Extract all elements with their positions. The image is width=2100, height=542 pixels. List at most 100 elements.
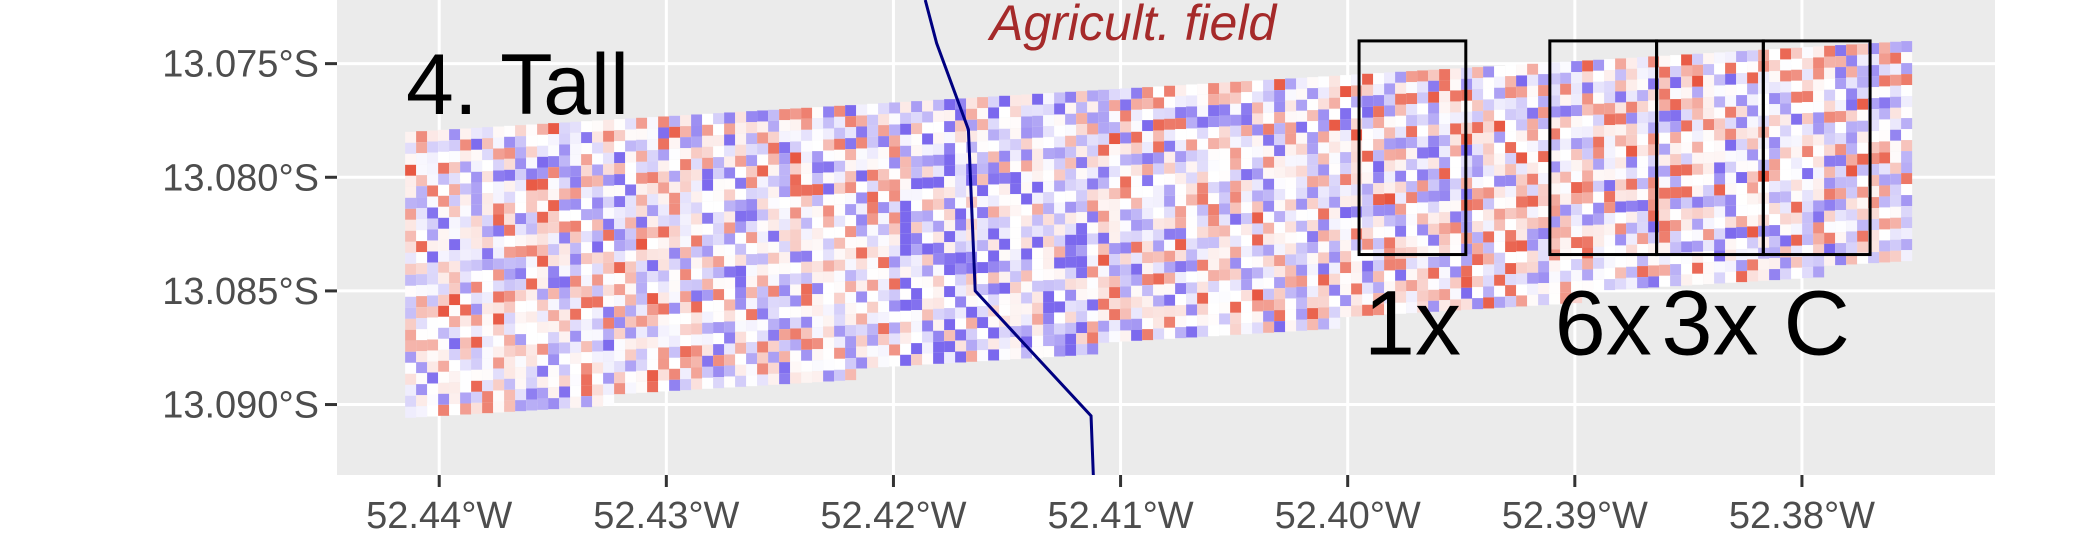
heatmap-cell [889, 201, 901, 213]
heatmap-cell [1219, 280, 1231, 292]
heatmap-cell [1021, 193, 1033, 205]
heatmap-cell [768, 175, 780, 187]
heatmap-cell [1868, 120, 1880, 132]
heatmap-cell [1076, 267, 1088, 279]
heatmap-cell [658, 127, 670, 139]
heatmap-cell [504, 323, 516, 335]
heatmap-cell [779, 164, 791, 176]
heatmap-cell [691, 345, 703, 357]
heatmap-cell [1494, 274, 1506, 286]
heatmap-cell [1890, 63, 1902, 75]
heatmap-cell [1604, 81, 1616, 93]
heatmap-cell [1439, 278, 1451, 290]
heatmap-cell [1692, 273, 1704, 285]
heatmap-cell [1747, 83, 1759, 95]
heatmap-cell [548, 156, 560, 168]
heatmap-cell [1538, 118, 1550, 130]
heatmap-cell [416, 263, 428, 275]
heatmap-cell [1901, 52, 1913, 64]
heatmap-cell [1252, 256, 1264, 268]
heatmap-cell [416, 208, 428, 220]
heatmap-cell [1450, 189, 1462, 201]
heatmap-cell [1197, 281, 1209, 293]
heatmap-cell [1472, 221, 1484, 233]
heatmap-cell [1703, 108, 1715, 120]
heatmap-cell [636, 282, 648, 294]
heatmap-cell [768, 131, 780, 143]
heatmap-cell [1197, 83, 1209, 95]
heatmap-cell [834, 325, 846, 337]
heatmap-cell [1219, 203, 1231, 215]
heatmap-cell [416, 318, 428, 330]
heatmap-cell [1714, 118, 1726, 130]
heatmap-cell [1230, 158, 1242, 170]
heatmap-cell [988, 140, 1000, 152]
heatmap-cell [1846, 231, 1858, 243]
heatmap-cell [1780, 158, 1792, 170]
heatmap-cell [460, 216, 472, 228]
heatmap-cell [1472, 276, 1484, 288]
heatmap-cell [647, 326, 659, 338]
heatmap-cell [1318, 263, 1330, 275]
heatmap-cell [1263, 156, 1275, 168]
heatmap-cell [1483, 99, 1495, 111]
heatmap-cell [889, 212, 901, 224]
heatmap-cell [405, 230, 417, 242]
heatmap-cell [1725, 227, 1737, 239]
heatmap-cell [1505, 241, 1517, 253]
heatmap-cell [1879, 108, 1891, 120]
heatmap-cell [746, 155, 758, 167]
heatmap-cell [493, 357, 505, 369]
heatmap-cell [1252, 168, 1264, 180]
heatmap-cell [724, 156, 736, 168]
heatmap-cell [1670, 154, 1682, 166]
heatmap-cell [724, 244, 736, 256]
heatmap-cell [1604, 59, 1616, 71]
heatmap-cell [1769, 115, 1781, 127]
heatmap-cell [1219, 159, 1231, 171]
heatmap-cell [1175, 228, 1187, 240]
heatmap-cell [636, 205, 648, 217]
heatmap-cell [1307, 209, 1319, 221]
heatmap-cell [1868, 65, 1880, 77]
heatmap-cell [482, 303, 494, 315]
heatmap-cell [405, 252, 417, 264]
heatmap-cell [1219, 247, 1231, 259]
heatmap-cell [1406, 214, 1418, 226]
heatmap-cell [1549, 238, 1561, 250]
heatmap-cell [1604, 180, 1616, 192]
heatmap-cell [1802, 201, 1814, 213]
heatmap-cell [1285, 199, 1297, 211]
heatmap-cell [1450, 299, 1462, 311]
heatmap-cell [1692, 163, 1704, 175]
heatmap-cell [867, 136, 879, 148]
treatment-box-C [1761, 39, 1872, 257]
heatmap-cell [1428, 179, 1440, 191]
heatmap-cell [581, 363, 593, 375]
heatmap-cell [779, 120, 791, 132]
heatmap-cell [1901, 173, 1913, 185]
heatmap-cell [691, 257, 703, 269]
heatmap-cell [724, 112, 736, 124]
heatmap-cell [757, 187, 769, 199]
heatmap-cell [900, 233, 912, 245]
heatmap-cell [625, 173, 637, 185]
heatmap-cell [1670, 198, 1682, 210]
heatmap-cell [1802, 124, 1814, 136]
heatmap-cell [911, 178, 923, 190]
heatmap-cell [1681, 54, 1693, 66]
heatmap-cell [1263, 134, 1275, 146]
heatmap-cell [1043, 225, 1055, 237]
heatmap-cell [801, 294, 813, 306]
heatmap-cell [625, 184, 637, 196]
heatmap-cell [1054, 180, 1066, 192]
heatmap-cell [713, 223, 725, 235]
heatmap-cell [1813, 178, 1825, 190]
heatmap-cell [416, 131, 428, 143]
heatmap-cell [757, 352, 769, 364]
heatmap-cell [1384, 182, 1396, 194]
heatmap-cell [438, 360, 450, 372]
heatmap-cell [603, 339, 615, 351]
heatmap-cell [1538, 96, 1550, 108]
heatmap-cell [1835, 133, 1847, 145]
